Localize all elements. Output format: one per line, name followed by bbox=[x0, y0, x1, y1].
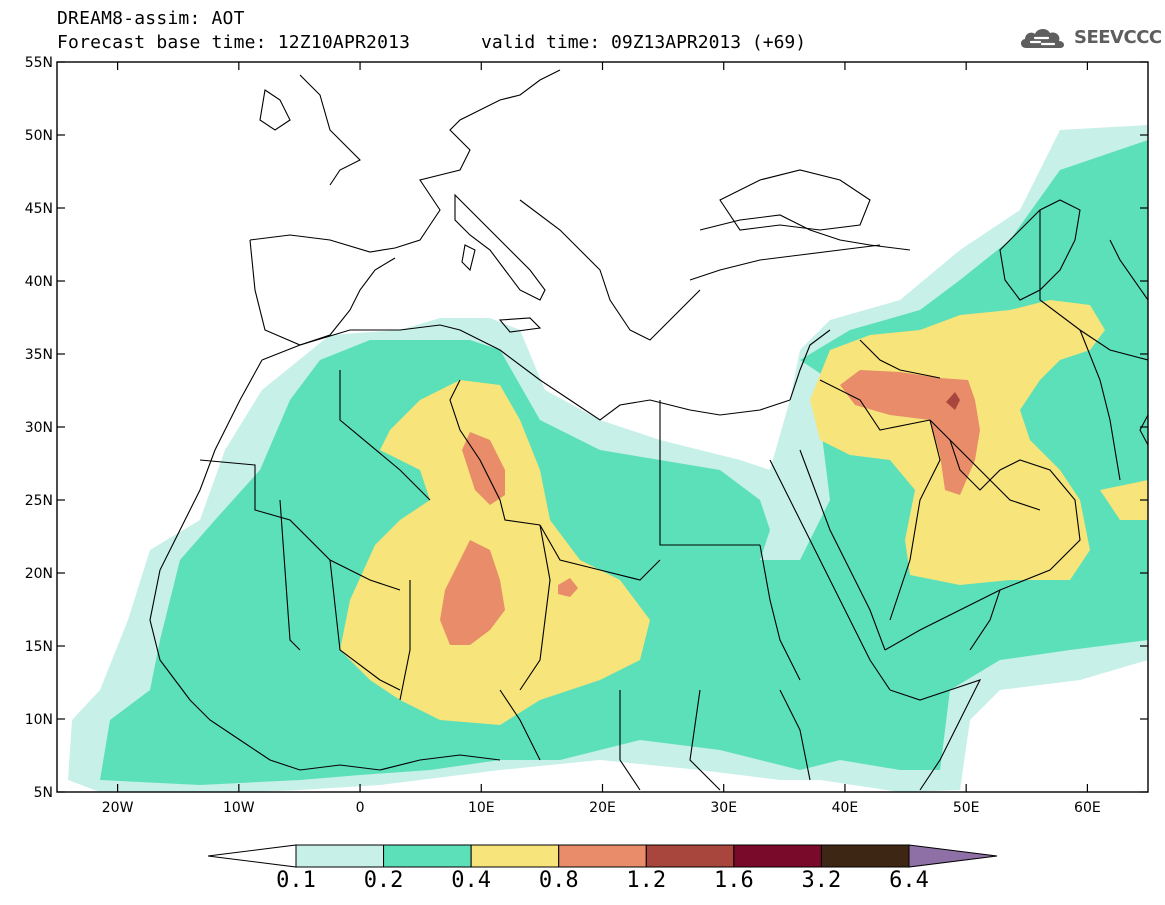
longitude-axis: 20W 10W 0 10E 20E 30E 40E 50E 60E bbox=[102, 62, 1101, 816]
seevccc-logo: SEEVCCC bbox=[1018, 24, 1162, 50]
lat-tick-label: 40N bbox=[25, 274, 53, 290]
aot-level-0-2-arabia bbox=[800, 540, 1148, 660]
colorbar-label: 6.4 bbox=[889, 868, 929, 893]
lat-tick-label: 45N bbox=[25, 201, 53, 217]
colorbar-segment bbox=[558, 844, 647, 868]
colorbar-label: 0.2 bbox=[363, 868, 404, 893]
lon-tick-label: 20E bbox=[589, 800, 616, 816]
lon-tick-label: 10W bbox=[223, 800, 255, 816]
colorbar-label: 1.2 bbox=[626, 868, 667, 893]
colorbar-segment bbox=[820, 844, 910, 868]
aot-level-0-8-4 bbox=[840, 370, 980, 495]
lat-tick-label: 5N bbox=[34, 785, 53, 801]
colorbar-label: 0.1 bbox=[276, 868, 316, 893]
coastlines-borders bbox=[149, 69, 1148, 791]
lat-tick-label: 20N bbox=[25, 566, 53, 582]
aot-level-0-4-sahara bbox=[340, 380, 650, 725]
lat-tick-label: 50N bbox=[25, 128, 53, 144]
aot-level-0-8-3 bbox=[558, 578, 578, 597]
lon-tick-label: 30E bbox=[710, 800, 737, 816]
lon-tick-label: 60E bbox=[1074, 800, 1101, 816]
aot-level-0-8-2 bbox=[440, 540, 505, 645]
colorbar-segment bbox=[645, 844, 735, 868]
aot-level-0-4-east bbox=[1100, 480, 1148, 520]
lat-tick-label: 35N bbox=[25, 347, 53, 363]
colorbar-label: 1.6 bbox=[713, 868, 754, 893]
lon-tick-label: 20W bbox=[102, 800, 134, 816]
colorbar-label: 3.2 bbox=[801, 868, 842, 893]
colorbar-under-triangle bbox=[207, 844, 297, 868]
aot-contours bbox=[68, 125, 1148, 792]
lat-tick-label: 15N bbox=[25, 639, 53, 655]
colorbar-over-triangle bbox=[908, 844, 998, 868]
aot-level-0-8-1 bbox=[462, 432, 505, 505]
colorbar-segment bbox=[733, 844, 822, 868]
valid-time: valid time: 09Z13APR2013 (+69) bbox=[481, 32, 807, 53]
lon-tick-label: 10E bbox=[468, 800, 495, 816]
lon-tick-label: 0 bbox=[356, 800, 365, 816]
logo-text: SEEVCCC bbox=[1074, 26, 1162, 48]
colorbar-segment bbox=[295, 844, 385, 868]
lon-tick-label: 40E bbox=[832, 800, 859, 816]
lat-tick-label: 25N bbox=[25, 493, 53, 509]
colorbar-label: 0.4 bbox=[451, 868, 492, 893]
latitude-axis: 55N 50N 45N 40N 35N 30N 25N 20N 15N 10N 5N bbox=[25, 55, 1148, 801]
map-title: DREAM8-assim: AOT bbox=[57, 8, 245, 29]
cloud-icon bbox=[1020, 28, 1065, 48]
colorbar-segment bbox=[383, 844, 472, 868]
colorbar-segment bbox=[470, 844, 560, 868]
lon-tick-label: 50E bbox=[953, 800, 980, 816]
colorbar bbox=[207, 844, 998, 868]
aot-level-1-2 bbox=[946, 392, 960, 410]
lat-tick-label: 30N bbox=[25, 420, 53, 436]
lat-tick-label: 10N bbox=[25, 712, 53, 728]
colorbar-label: 0.8 bbox=[538, 868, 579, 893]
forecast-base-time: Forecast base time: 12Z10APR2013 bbox=[57, 32, 411, 53]
lat-tick-label: 55N bbox=[25, 55, 53, 71]
